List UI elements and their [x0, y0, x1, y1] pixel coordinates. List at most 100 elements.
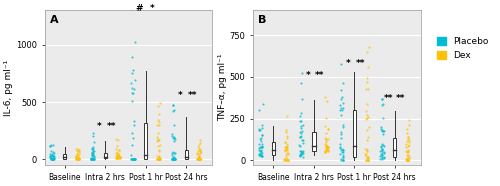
- Point: [130, 158, 138, 161]
- Bar: [184, 150, 188, 159]
- Point: [155, 113, 163, 116]
- Point: [72, 157, 80, 160]
- Point: [75, 150, 83, 153]
- Point: [48, 158, 56, 161]
- Point: [49, 158, 57, 161]
- Point: [89, 152, 97, 155]
- Point: [336, 146, 344, 149]
- Point: [281, 140, 289, 143]
- Point: [339, 156, 347, 159]
- Point: [88, 146, 96, 149]
- Point: [88, 158, 96, 161]
- Point: [171, 158, 179, 161]
- Point: [322, 138, 330, 141]
- Point: [130, 158, 138, 161]
- Point: [280, 158, 288, 161]
- Point: [48, 153, 56, 156]
- Text: A: A: [50, 15, 58, 25]
- Point: [128, 71, 136, 74]
- Point: [404, 136, 412, 139]
- Point: [170, 136, 178, 139]
- Point: [404, 136, 412, 139]
- Point: [154, 150, 162, 153]
- Point: [283, 137, 291, 140]
- Point: [48, 158, 56, 161]
- Point: [339, 126, 347, 129]
- Point: [255, 129, 263, 132]
- Point: [258, 145, 266, 148]
- Point: [195, 158, 203, 161]
- Point: [336, 142, 344, 145]
- Point: [73, 156, 81, 159]
- Point: [336, 137, 344, 140]
- Point: [116, 156, 124, 159]
- Point: [280, 150, 288, 153]
- Point: [280, 158, 288, 161]
- Point: [74, 147, 82, 150]
- Point: [112, 154, 120, 157]
- Point: [339, 155, 347, 158]
- Point: [364, 66, 372, 69]
- Point: [154, 158, 162, 161]
- Point: [282, 130, 290, 133]
- Point: [128, 158, 136, 161]
- Point: [404, 143, 412, 146]
- Point: [404, 153, 411, 156]
- Point: [129, 158, 137, 161]
- Point: [112, 148, 120, 151]
- Point: [168, 157, 175, 160]
- Point: [364, 116, 372, 119]
- Point: [402, 150, 410, 153]
- Point: [90, 149, 98, 152]
- Point: [283, 148, 291, 151]
- Point: [170, 158, 177, 161]
- Point: [362, 117, 370, 120]
- Point: [298, 81, 306, 84]
- Point: [296, 136, 304, 139]
- Point: [49, 157, 57, 160]
- Point: [193, 158, 201, 161]
- Point: [284, 115, 292, 118]
- Point: [258, 154, 266, 157]
- Point: [364, 45, 372, 48]
- Point: [88, 158, 96, 161]
- Point: [128, 158, 136, 161]
- Point: [378, 156, 386, 159]
- Point: [74, 157, 82, 160]
- Point: [114, 155, 122, 158]
- Point: [338, 148, 346, 151]
- Point: [130, 119, 138, 122]
- Point: [336, 103, 344, 106]
- Point: [296, 150, 304, 153]
- Point: [404, 159, 411, 162]
- Point: [378, 129, 386, 132]
- Point: [378, 149, 386, 152]
- Point: [194, 158, 202, 161]
- Point: [378, 97, 386, 100]
- Point: [48, 149, 56, 152]
- Point: [170, 158, 177, 161]
- Point: [296, 114, 304, 117]
- Point: [380, 152, 388, 155]
- Point: [127, 158, 135, 161]
- Point: [74, 157, 82, 160]
- Point: [168, 152, 176, 155]
- Point: [337, 98, 345, 101]
- Point: [128, 87, 136, 90]
- Point: [170, 123, 178, 126]
- Point: [282, 145, 290, 148]
- Point: [299, 139, 307, 142]
- Point: [323, 146, 331, 149]
- Point: [340, 159, 347, 162]
- Point: [336, 130, 344, 133]
- Point: [194, 158, 202, 161]
- Point: [256, 146, 264, 149]
- Text: **: **: [315, 71, 324, 80]
- Point: [336, 113, 344, 116]
- Point: [336, 109, 344, 112]
- Point: [362, 153, 370, 156]
- Point: [340, 159, 347, 162]
- Point: [90, 156, 98, 159]
- Point: [128, 55, 136, 58]
- Point: [284, 152, 292, 155]
